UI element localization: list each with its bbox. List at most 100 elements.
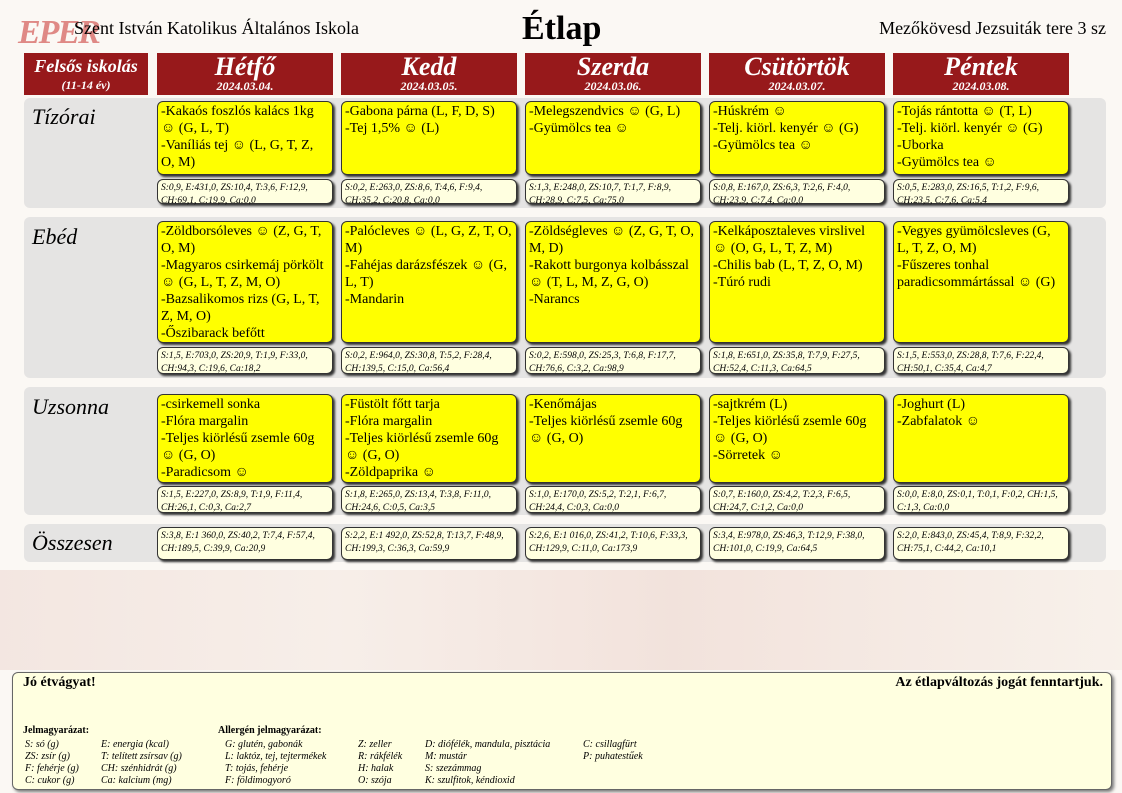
- menu-item: -Chilis bab (L, T, Z, O, M): [713, 258, 863, 273]
- group-label: Felsős iskolás: [34, 56, 138, 76]
- menu-cell: -Kakaós foszlós kalács 1kg ☺ (G, L, T) -V…: [157, 101, 333, 175]
- nutrition-info: S:0,0, E:8,0, ZS:0,1, T:0,1, F:0,2, CH:1…: [893, 486, 1069, 513]
- legend-entry: C: csillagfürt: [583, 739, 637, 750]
- day-date: 2024.03.08.: [952, 79, 1010, 93]
- nutrition-info: S:3,8, E:1 360,0, ZS:40,2, T:7,4, F:57,4…: [157, 527, 333, 560]
- legend-entry: M: mustár: [425, 751, 467, 762]
- nutrition-info: S:1,0, E:170,0, ZS:5,2, T:2,1, F:6,7, CH…: [525, 486, 701, 513]
- legend-title: Jelmagyarázat:: [23, 725, 90, 736]
- greeting: Jó étvágyat!: [23, 675, 96, 690]
- menu-item: -Telj. kiörl. kenyér ☺ (G): [897, 121, 1043, 136]
- nutrition-info: S:1,5, E:703,0, ZS:20,9, T:1,9, F:33,0, …: [157, 347, 333, 374]
- nutrition-info: S:1,8, E:265,0, ZS:13,4, T:3,8, F:11,0, …: [341, 486, 517, 513]
- menu-cell: -Tojás rántotta ☺ (T, L) -Telj. kiörl. ke…: [893, 101, 1069, 175]
- menu-item: -Gyümölcs tea ☺: [713, 138, 813, 153]
- menu-item: -Kenőmájas: [529, 397, 597, 412]
- menu-cell: -Zöldségleves ☺ (Z, G, T, O, M, D) -Rakot…: [525, 221, 701, 343]
- day-name: Szerda: [576, 52, 650, 81]
- menu-item: -Teljes kiörlésű zsemle 60g ☺ (G, O): [161, 431, 315, 463]
- legend-column: D: diófélék, mandula, pisztácia M: mustár…: [425, 739, 550, 787]
- legend-entry: E: energia (kcal): [101, 739, 169, 750]
- address: Mezőkövesd Jezsuiták tere 3 sz: [879, 18, 1106, 38]
- nutrition-info: S:0,7, E:160,0, ZS:4,2, T:2,3, F:6,5, CH…: [709, 486, 885, 513]
- row-label: Összesen: [32, 530, 113, 555]
- menu-item: -Magyaros csirkemáj pörkölt ☺ (G, L, T, …: [161, 258, 324, 290]
- group-age: (11-14 év): [61, 78, 111, 92]
- legend-entry: C: cukor (g): [25, 775, 75, 786]
- menu-item: -Fahéjas darázsfészek ☺ (G, L, T): [345, 258, 507, 290]
- legend-entry: F: földimogyoró: [225, 775, 291, 786]
- menu-item: -Paradicsom ☺: [161, 465, 249, 480]
- row-label: Tízórai: [32, 104, 96, 129]
- nutrition-info: S:0,2, E:964,0, ZS:30,8, T:5,2, F:28,4, …: [341, 347, 517, 374]
- menu-item: -sajtkrém (L): [713, 397, 788, 412]
- legend-entry: L: laktóz, tej, tejtermékek: [225, 751, 327, 762]
- legend-entry: O: szója: [358, 775, 392, 786]
- nutrition-info: S:0,2, E:598,0, ZS:25,3, T:6,8, F:17,7, …: [525, 347, 701, 374]
- legend-column: C: csillagfürt P: puhatestűek: [583, 739, 643, 763]
- menu-item: -Teljes kiörlésű zsemle 60g ☺ (G, O): [345, 431, 499, 463]
- legend-column: S: só (g) ZS: zsír (g) F: fehérje (g) C: cu…: [25, 739, 79, 787]
- school-name: Szent István Katolikus Általános Iskola: [74, 18, 359, 38]
- footer: Jó étvágyat! Az étlapváltozás jogát fenn…: [12, 672, 1112, 790]
- menu-item: -Őszibarack befőtt: [161, 326, 265, 341]
- reservation-note: Az étlapváltozás jogát fenntartjuk.: [895, 675, 1103, 690]
- legend-entry: R: rákfélék: [358, 751, 403, 762]
- menu-cell: -Palócleves ☺ (L, G, Z, T, O, M) -Fahéjas…: [341, 221, 517, 343]
- menu-item: -Vegyes gyümölcsleves (G, L, T, Z, O, M): [897, 224, 1051, 256]
- legend-entry: D: diófélék, mandula, pisztácia: [425, 739, 551, 750]
- menu-cell: -Melegszendvics ☺ (G, L) -Gyümölcs tea ☺: [525, 101, 701, 175]
- legend-entry: K: szulfitok, kéndioxid: [425, 775, 515, 786]
- legend-entry: ZS: zsír (g): [25, 751, 71, 762]
- menu-item: -Melegszendvics ☺ (G, L): [529, 104, 681, 119]
- legend-entry: P: puhatestűek: [583, 751, 643, 762]
- day-header: Kedd 2024.03.05.: [341, 53, 517, 95]
- menu-item: -Zöldpaprika ☺: [345, 465, 436, 480]
- menu-item: -Palócleves ☺ (L, G, Z, T, O, M): [345, 224, 512, 256]
- legend-entry: Ca: kalcium (mg): [101, 775, 172, 786]
- menu-item: -Rakott burgonya kolbásszal ☺ (T, L, M, …: [529, 258, 689, 290]
- legend-entry: T: telített zsírsav (g): [101, 751, 182, 762]
- logo: EPER: [18, 14, 101, 51]
- menu-item: -Gyümölcs tea ☺: [897, 155, 997, 170]
- menu-item: -Joghurt (L): [897, 397, 966, 412]
- day-header: Hétfő 2024.03.04.: [157, 53, 333, 95]
- menu-cell: -csirkemell sonka -Flóra margalin -Teljes …: [157, 394, 333, 483]
- menu-item: -Túró rudi: [713, 275, 771, 290]
- day-name: Hétfő: [214, 52, 276, 81]
- day-name: Péntek: [944, 52, 1018, 81]
- day-header: Csütörtök 2024.03.07.: [709, 53, 885, 95]
- menu-item: -Vaníliás tej ☺ (L, G, T, Z, O, M): [161, 138, 314, 170]
- legend-entry: G: glutén, gabonák: [225, 739, 303, 750]
- nutrition-info: S:2,6, E:1 016,0, ZS:41,2, T:10,6, F:33,…: [525, 527, 701, 560]
- menu-item: -Narancs: [529, 292, 580, 307]
- day-name: Kedd: [401, 52, 457, 81]
- group-header: Felsős iskolás (11-14 év): [24, 53, 148, 95]
- menu-item: -Flóra margalin: [161, 414, 249, 429]
- menu-cell: -Kenőmájas -Teljes kiörlésű zsemle 60g ☺ …: [525, 394, 701, 483]
- row-label: Uzsonna: [32, 394, 110, 419]
- menu-item: -Zöldségleves ☺ (Z, G, T, O, M, D): [529, 224, 695, 256]
- page-title: Étlap: [522, 10, 602, 47]
- legend-entry: S: só (g): [25, 739, 59, 750]
- nutrition-info: S:0,8, E:167,0, ZS:6,3, T:2,6, F:4,0, CH…: [709, 179, 885, 206]
- day-name: Csütörtök: [744, 52, 850, 81]
- menu-item: -Flóra margalin: [345, 414, 433, 429]
- menu-cell: -Gabona párna (L, F, D, S) -Tej 1,5% ☺ (L…: [341, 101, 517, 175]
- legend-entry: S: szezámmag: [425, 763, 482, 774]
- legend-entry: Z: zeller: [358, 739, 392, 750]
- legend-column: E: energia (kcal) T: telített zsírsav (g)…: [101, 739, 182, 787]
- menu-cell: -sajtkrém (L) -Teljes kiörlésű zsemle 60g…: [709, 394, 885, 483]
- menu-item: -Tej 1,5% ☺ (L): [345, 121, 440, 136]
- menu-item: -Kelkáposztaleves virslivel ☺ (O, G, L, …: [713, 224, 866, 256]
- menu-item: -Húskrém ☺: [713, 104, 787, 119]
- menu-cell: -Füstölt főtt tarja -Flóra margalin -Telje…: [341, 394, 517, 483]
- nutrition-info: S:0,2, E:263,0, ZS:8,6, T:4,6, F:9,4, CH…: [341, 179, 517, 206]
- menu-cell: -Kelkáposztaleves virslivel ☺ (O, G, L, …: [709, 221, 885, 343]
- nutrition-info: S:0,5, E:283,0, ZS:16,5, T:1,2, F:9,6, C…: [893, 179, 1069, 206]
- menu-item: -Kakaós foszlós kalács 1kg ☺ (G, L, T): [161, 104, 314, 136]
- day-header: Péntek 2024.03.08.: [893, 53, 1069, 95]
- day-date: 2024.03.05.: [400, 79, 458, 93]
- legend-entry: H: halak: [358, 763, 394, 774]
- allergen-title: Allergén jelmagyarázat:: [218, 725, 322, 736]
